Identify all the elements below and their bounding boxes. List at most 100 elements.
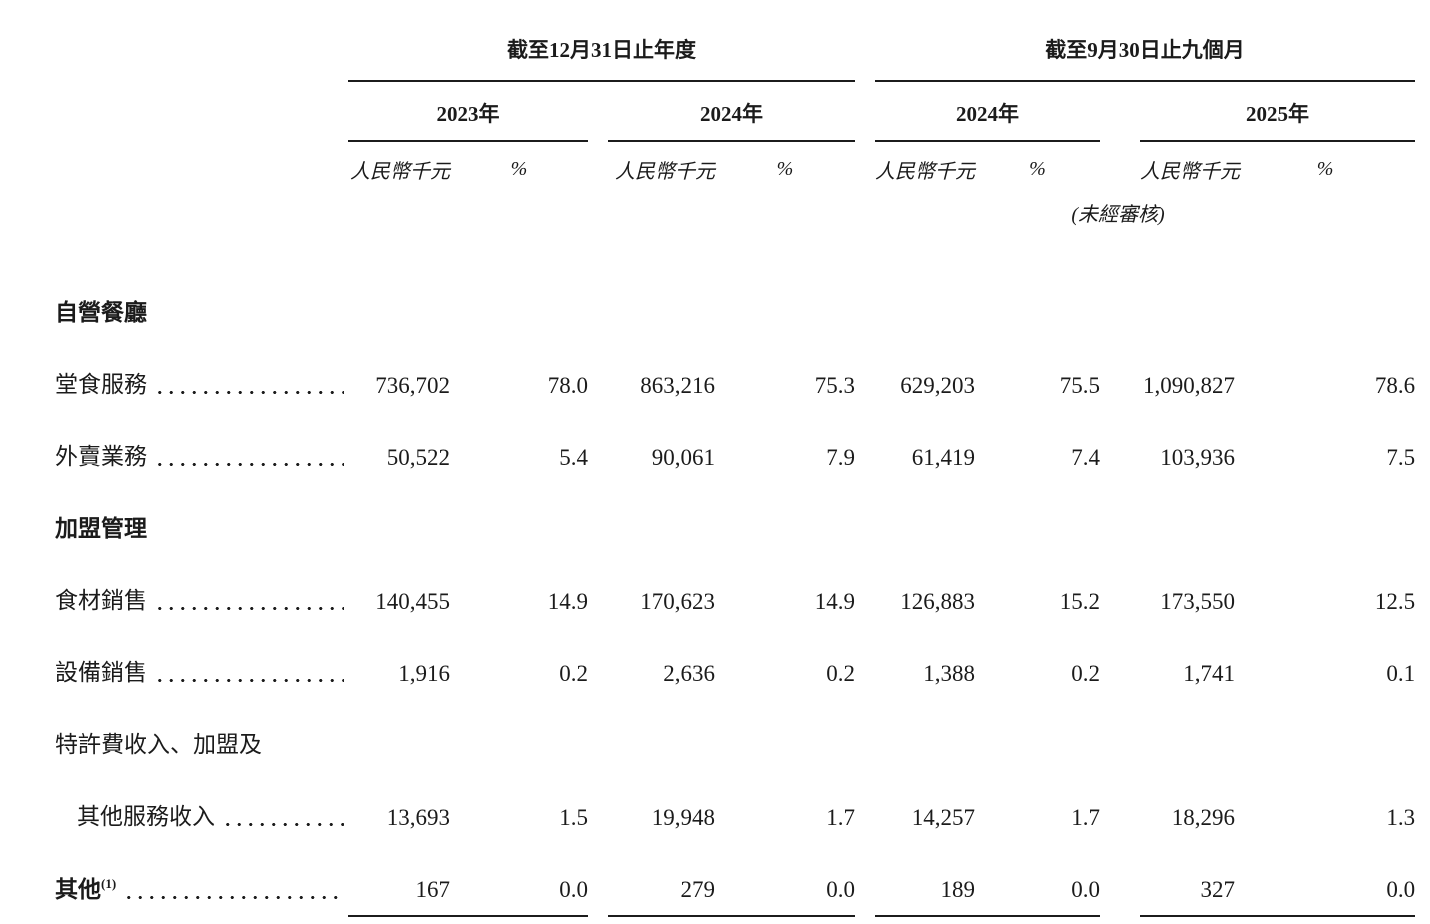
table-row: 外賣業務 50,522 5.4 90,061 7.9 61,419 7.4 103,936 7.… xyxy=(55,411,1415,483)
column-gap xyxy=(588,627,608,699)
percent-cell: 78.0 xyxy=(547,373,588,398)
amount-cell: 103,936 xyxy=(1160,445,1236,470)
amount-cell: 61,419 xyxy=(911,445,976,470)
table-row: 設備銷售 1,916 0.2 2,636 0.2 1,388 0.2 1,741 0.1 xyxy=(55,627,1415,699)
unit-header-2023: 人民幣千元 xyxy=(350,161,450,183)
dot-leader xyxy=(154,462,344,467)
corner-blank xyxy=(55,34,348,81)
row-label: 其他(1) xyxy=(55,843,348,916)
amount-cell: 189 xyxy=(875,843,976,917)
table-row: 加盟管理 xyxy=(55,483,1415,555)
dot-leader xyxy=(154,390,344,395)
percent-cell: 15.2 xyxy=(1059,589,1101,614)
percent-cell: 78.6 xyxy=(1374,373,1416,398)
amount-cell: 1,916 xyxy=(398,661,450,686)
percent-cell: 1.5 xyxy=(559,805,588,830)
amount-cell: 14,257 xyxy=(911,805,976,830)
column-gap xyxy=(1100,339,1140,411)
unaudited-note-row: (未經審核) xyxy=(55,184,1415,227)
amount-cell: 170,623 xyxy=(640,589,715,614)
percent-cell: 7.9 xyxy=(826,445,856,470)
table-row: 堂食服務 736,702 78.0 863,216 75.3 629,203 75.5 1,0… xyxy=(55,339,1415,411)
percent-cell: 0.0 xyxy=(715,843,856,917)
unit-header-2024-interim: 人民幣千元 xyxy=(875,161,976,183)
percent-cell: 75.3 xyxy=(814,373,856,398)
column-gap xyxy=(1100,411,1140,483)
column-gap xyxy=(588,843,608,916)
row-label: 食材銷售 xyxy=(55,555,348,627)
percent-cell: 0.0 xyxy=(1235,843,1416,917)
percent-cell: 5.4 xyxy=(559,445,588,470)
percent-cell: 0.2 xyxy=(1071,661,1101,686)
amount-cell: 279 xyxy=(608,843,715,917)
unaudited-note: (未經審核) xyxy=(1071,204,1165,226)
column-gap xyxy=(855,627,875,699)
percent-cell: 1.3 xyxy=(1386,805,1416,830)
column-gap xyxy=(1100,916,1140,924)
amount-cell: 1,741 xyxy=(1183,661,1236,686)
amount-cell: 90,061 xyxy=(651,445,715,470)
percent-cell: 0.2 xyxy=(826,661,856,686)
amount-cell: 833,339 xyxy=(875,916,976,924)
period-header-interim: 截至9月30日止九個月 xyxy=(875,34,1416,82)
percent-cell: 7.4 xyxy=(1071,445,1101,470)
table-body: 自營餐廳 堂食服務 736,702 78.0 863,216 75.3 629,203 75.… xyxy=(55,227,1416,924)
amount-cell: 140,455 xyxy=(375,589,450,614)
row-label-text: 自營餐廳 xyxy=(55,300,147,325)
unit-header-row: 人民幣千元 % 人民幣千元 % 人民幣千元 % 人民幣千元 % xyxy=(55,141,1415,184)
footnote-marker: (1) xyxy=(101,876,117,891)
amount-cell: 50,522 xyxy=(386,445,450,470)
year-column-2024-interim: 2024年 xyxy=(875,81,1101,142)
amount-cell: 327 xyxy=(1140,843,1236,917)
row-label: 其他服務收入 xyxy=(55,771,348,843)
row-label: 外賣業務 xyxy=(55,411,348,483)
amount-cell: 736,702 xyxy=(375,373,450,398)
total-row: 總計943,455100.01,146,763100.0833,339100.0… xyxy=(55,916,1416,924)
percent-header-2023: % xyxy=(510,158,528,180)
amount-cell: 943,455 xyxy=(348,916,450,924)
column-gap xyxy=(588,555,608,627)
column-gap xyxy=(588,771,608,843)
table-row: 自營餐廳 xyxy=(55,227,1415,339)
amount-cell: 629,203 xyxy=(900,373,976,398)
dot-leader xyxy=(154,678,344,683)
section-gap xyxy=(855,34,875,81)
column-gap xyxy=(1100,843,1140,916)
row-label: 加盟管理 xyxy=(55,483,1415,555)
amount-cell: 126,883 xyxy=(900,589,976,614)
amount-cell: 1,090,827 xyxy=(1143,373,1236,398)
unit-header-2025-interim: 人民幣千元 xyxy=(1140,161,1241,183)
year-column-2023: 2023年 xyxy=(348,81,588,142)
column-gap xyxy=(588,339,608,411)
row-label-text: 特許費收入、加盟及 xyxy=(55,732,262,757)
column-gap xyxy=(855,411,875,483)
row-label-text: 外賣業務 xyxy=(55,444,147,469)
column-gap xyxy=(1100,771,1140,843)
amount-cell: 13,693 xyxy=(386,805,450,830)
unit-header-2024: 人民幣千元 xyxy=(615,161,715,183)
year-column-2024: 2024年 xyxy=(608,81,856,142)
column-gap xyxy=(855,339,875,411)
percent-cell: 14.9 xyxy=(547,589,588,614)
table-row: 其他服務收入 13,693 1.5 19,948 1.7 14,257 1.7 18,296 1… xyxy=(55,771,1415,843)
percent-cell: 0.0 xyxy=(975,843,1101,917)
table-row: 特許費收入、加盟及 xyxy=(55,699,1415,771)
row-label-text: 加盟管理 xyxy=(55,516,147,541)
percent-cell: 100.0 xyxy=(975,916,1101,924)
row-label-text: 設備銷售 xyxy=(55,660,147,685)
percent-cell: 100.0 xyxy=(715,916,856,924)
column-gap xyxy=(1100,627,1140,699)
document-page: { "page": { "background": "#ffffff", "te… xyxy=(0,34,1430,924)
percent-cell: 0.1 xyxy=(1386,661,1416,686)
row-label-text: 其他服務收入 xyxy=(77,804,215,829)
column-gap xyxy=(1100,555,1140,627)
percent-cell: 75.5 xyxy=(1059,373,1101,398)
amount-cell: 173,550 xyxy=(1160,589,1236,614)
column-gap xyxy=(855,843,875,916)
percent-header-2025-interim: % xyxy=(1316,158,1334,180)
table-row: 其他(1) 167 0.0 279 0.0 189 0.0 327 0.0 xyxy=(55,843,1416,917)
percent-header-2024-interim: % xyxy=(1029,158,1046,180)
period-header-row: 截至12月31日止年度 截至9月30日止九個月 xyxy=(55,34,1416,82)
column-gap xyxy=(588,411,608,483)
amount-cell: 18,296 xyxy=(1171,805,1236,830)
